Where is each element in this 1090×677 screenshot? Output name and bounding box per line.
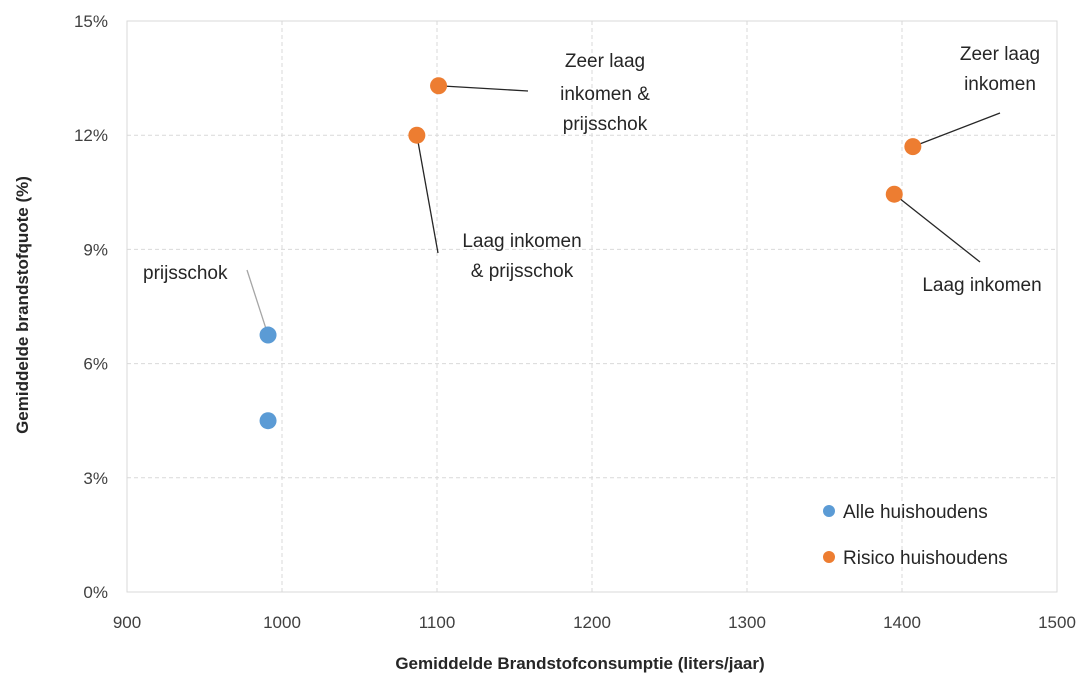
legend-label-risico-huishoudens: Risico huishoudens: [843, 548, 1008, 569]
annotation-laag-inkomen-prijsschok: Laag inkomen & prijsschok: [462, 231, 581, 282]
annotation-prijsschok: prijsschok: [143, 263, 228, 284]
point-alle-huishoudens: [259, 326, 277, 344]
annotation-laag-inkomen: Laag inkomen: [922, 275, 1041, 296]
annotation-leader-line: [246, 269, 269, 336]
axis-ticks: 900 1000 1100 1200 1300 1400 1500 0% 3% 6% 9% 12% 15…: [74, 12, 1076, 632]
annotation-leader-line: [416, 135, 439, 254]
annotation-zeer-laag-inkomen-prijsschok: Zeer laag inkomen & prijsschok: [560, 51, 650, 135]
y-tick-label: 9%: [83, 240, 108, 259]
point-risico-huishoudens: [430, 77, 448, 95]
y-tick-label: 0%: [83, 583, 108, 602]
annotation-leader-line: [912, 112, 1001, 148]
annotation-zeer-laag-prijsschok-line-3: prijsschok: [563, 114, 648, 135]
annotation-leader-lines: [246, 85, 1001, 336]
x-tick-label: 1100: [419, 613, 456, 632]
annotation-laag-prijsschok-line-2: & prijsschok: [471, 261, 574, 282]
annotation-zeer-laag-inkomen: Zeer laag inkomen: [960, 44, 1040, 95]
x-axis-title: Gemiddelde Brandstofconsumptie (liters/j…: [395, 654, 764, 673]
point-risico-huishoudens: [904, 138, 922, 156]
annotation-zeer-laag-prijsschok-line-1: Zeer laag: [565, 51, 645, 72]
annotation-zeer-laag-prijsschok-line-2: inkomen &: [560, 84, 650, 105]
x-tick-label: 1300: [728, 613, 766, 632]
annotation-leader-line: [438, 85, 529, 92]
legend: Alle huishoudens Risico huishoudens: [823, 502, 1008, 569]
point-risico-huishoudens: [408, 126, 426, 144]
point-alle-huishoudens: [259, 412, 277, 430]
y-axis-title: Gemiddelde brandstofquote (%): [13, 176, 32, 434]
point-risico-huishoudens: [885, 185, 903, 203]
x-tick-label: 1400: [883, 613, 921, 632]
annotation-zeer-laag-line-2: inkomen: [964, 74, 1036, 95]
annotation-laag-prijsschok-line-1: Laag inkomen: [462, 231, 581, 252]
annotation-prijsschok-line-1: prijsschok: [143, 263, 228, 284]
x-tick-label: 1200: [573, 613, 611, 632]
legend-marker-alle-huishoudens: [823, 505, 835, 517]
x-tick-label: 1000: [263, 613, 301, 632]
legend-label-alle-huishoudens: Alle huishoudens: [843, 502, 988, 523]
plot-area: [126, 20, 1058, 593]
legend-marker-risico-huishoudens: [823, 551, 835, 563]
annotation-zeer-laag-line-1: Zeer laag: [960, 44, 1040, 65]
y-tick-label: 12%: [74, 126, 108, 145]
y-tick-label: 15%: [74, 12, 108, 31]
annotation-laag-line-1: Laag inkomen: [922, 275, 1041, 296]
data-points: [259, 77, 922, 430]
x-tick-label: 900: [113, 613, 141, 632]
y-tick-label: 6%: [83, 355, 108, 374]
x-tick-label: 1500: [1038, 613, 1076, 632]
y-tick-label: 3%: [83, 469, 108, 488]
annotation-leader-line: [893, 193, 981, 263]
